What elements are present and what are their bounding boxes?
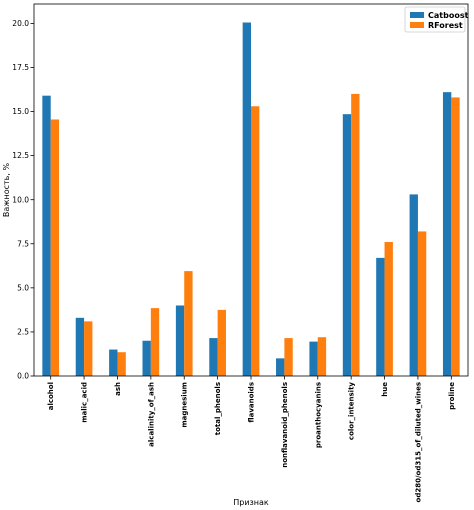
bar-rforest-nonflavanoid-phenols (284, 338, 293, 376)
legend-swatch-rforest (410, 22, 424, 28)
y-tick-label: 20.0 (12, 19, 29, 28)
bar-rforest-alcalinity-of-ash (150, 308, 160, 376)
y-tick-label: 17.5 (12, 63, 29, 72)
bar-catboost-proline (442, 92, 452, 377)
legend-label-catboost: Catboost (428, 11, 469, 20)
bar-catboost-alcalinity-of-ash (142, 340, 151, 376)
bar-rforest-total-phenols (217, 309, 226, 376)
legend: Catboost RForest (404, 6, 469, 33)
bar-catboost-ash (109, 349, 118, 376)
bar-rforest-proanthocyanins (317, 337, 327, 376)
legend-swatch-catboost (410, 12, 424, 18)
x-tick-label: nonflavanoid_phenols (281, 382, 289, 468)
y-tick-label: 5.0 (17, 283, 29, 292)
bar-catboost-od280-od315-of-diluted-wines (409, 194, 418, 376)
y-axis: 0.0 2.5 5.0 7.5 10.0 12.5 15.0 17.5 20.0 (12, 19, 34, 381)
bar-rforest-malic-acid (84, 321, 93, 376)
bar-catboost-nonflavanoid-phenols (276, 358, 285, 376)
x-tick-label: ash (114, 382, 122, 396)
bar-rforest-hue (384, 242, 393, 376)
x-axis: alcohol malic_acid ash alcalinity_of_ash mag… (47, 376, 456, 502)
x-axis-title: Признак (233, 498, 269, 507)
bar-catboost-malic-acid (75, 317, 85, 376)
bar-catboost-total-phenols (209, 338, 218, 376)
x-tick-label: malic_acid (81, 382, 89, 423)
bar-rforest-alcohol (50, 119, 60, 376)
legend-label-rforest: RForest (428, 21, 463, 30)
y-axis-title: Важность, % (2, 163, 11, 218)
y-tick-label: 12.5 (12, 151, 29, 160)
y-tick-label: 15.0 (12, 107, 29, 116)
bar-catboost-hue (376, 257, 385, 376)
bar-catboost-magnesium (175, 305, 185, 376)
x-tick-label: od280/od315_of_diluted_wines (414, 382, 422, 502)
x-tick-label: color_intensity (348, 382, 356, 440)
x-tick-label: flavanoids (248, 382, 256, 423)
bar-catboost-proanthocyanins (309, 341, 318, 376)
bar-catboost-flavanoids (242, 22, 251, 376)
bar-rforest-proline (451, 97, 460, 376)
y-tick-label: 7.5 (17, 239, 29, 248)
bar-rforest-magnesium (184, 271, 193, 376)
x-tick-label: magnesium (181, 382, 189, 428)
bar-catboost-color-intensity (342, 114, 352, 376)
bar-catboost-alcohol (42, 95, 51, 377)
bar-rforest-flavanoids (251, 106, 260, 376)
y-tick-label: 2.5 (17, 328, 29, 337)
x-tick-label: proline (448, 382, 456, 410)
x-tick-label: alcohol (47, 382, 55, 410)
y-tick-label: 0.0 (17, 372, 29, 381)
x-tick-label: total_phenols (214, 382, 222, 435)
x-tick-label: alcalinity_of_ash (147, 382, 155, 447)
bar-rforest-od280-od315-of-diluted-wines (417, 231, 427, 376)
x-tick-label: proanthocyanins (314, 382, 322, 448)
bar-rforest-color-intensity (351, 93, 360, 376)
x-tick-label: hue (381, 382, 389, 397)
bars-group (42, 22, 460, 377)
y-tick-label: 10.0 (12, 195, 29, 204)
bar-rforest-ash (117, 352, 126, 376)
